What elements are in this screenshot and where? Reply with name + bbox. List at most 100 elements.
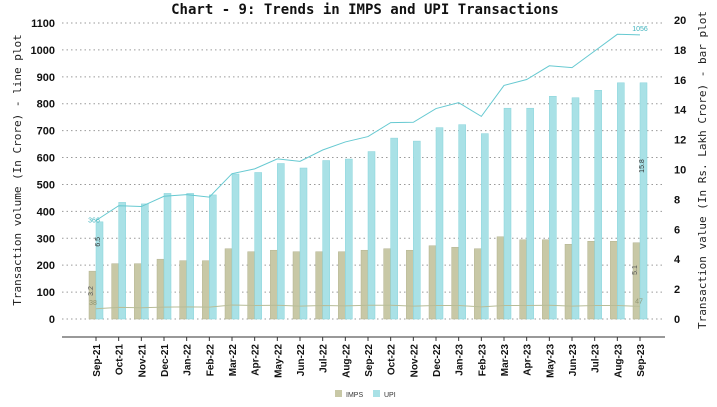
bar-upi (118, 202, 126, 320)
y-right-tick-label: 20 (674, 15, 686, 27)
bar-upi (594, 90, 602, 320)
bars (88, 82, 648, 320)
y-left-tick-label: 600 (37, 153, 55, 165)
y-axis-left-label: Transaction volume (In Crore) - line plo… (11, 34, 24, 306)
x-tick-label: Sep-23 (636, 344, 647, 377)
data-label-imps-line-first: 38 (89, 300, 97, 307)
axes: 0 100 200 300 400 500 600 700 800 900 1000 1100 0 2 4 6… (31, 15, 688, 378)
bar-upi (458, 124, 466, 320)
x-tick-label: Nov-22 (409, 344, 420, 378)
x-tick-label: Sep-21 (92, 344, 103, 377)
line-upi (95, 33, 641, 221)
bar-imps (292, 251, 301, 320)
x-tick-label: May-23 (545, 344, 556, 378)
bar-upi (186, 193, 194, 320)
data-label-upi-bar-last: 15.8 (639, 159, 646, 173)
y-right-tick-label: 0 (674, 314, 680, 326)
bar-imps (542, 239, 550, 320)
bar-imps (496, 236, 505, 320)
x-tick-label: Jan-23 (455, 344, 466, 376)
bar-upi (549, 95, 557, 320)
bar-upi (390, 137, 398, 320)
bar-imps (564, 244, 573, 320)
x-tick-label: Jun-22 (296, 344, 307, 377)
y-right-tick-label: 12 (674, 135, 686, 147)
bar-upi (299, 167, 308, 320)
bar-upi (571, 97, 580, 320)
y-left-tick-label: 0 (49, 314, 55, 326)
data-label-upi-line-first: 366 (88, 218, 100, 225)
bar-imps (315, 251, 323, 320)
x-tick-label: Mar-23 (500, 344, 511, 377)
y-left-tick-label: 700 (37, 126, 55, 138)
line-imps (95, 304, 641, 310)
bar-upi (231, 173, 240, 320)
y-left-tick-label: 400 (37, 206, 55, 218)
y-left-tick-label: 500 (37, 179, 55, 191)
data-label-upi-bar-first: 6.5 (95, 237, 102, 247)
data-label-imps-bar-last: 5.1 (632, 265, 639, 275)
x-tick-label: Sep-22 (364, 344, 375, 377)
bar-imps (156, 258, 165, 320)
bar-imps (632, 242, 641, 320)
x-tick-label: Jun-23 (568, 344, 579, 377)
bar-imps (179, 260, 187, 320)
legend-swatch-upi (373, 390, 380, 397)
bar-imps (247, 251, 255, 320)
y-left-tick-label: 300 (37, 233, 55, 245)
y-right-tick-label: 16 (674, 75, 686, 87)
x-tick-label: Jan-22 (183, 344, 194, 376)
y-right-tick-label: 6 (674, 224, 680, 236)
bar-upi (254, 172, 262, 320)
bar-imps (360, 249, 369, 320)
y-right-tick-label: 18 (674, 45, 686, 57)
bar-imps (111, 263, 119, 320)
y-left-tick-label: 200 (37, 260, 55, 272)
bar-upi (209, 194, 217, 320)
x-tick-label: Oct-21 (115, 344, 126, 376)
x-tick-label: Jul-22 (319, 344, 330, 373)
data-labels: 366 38 3.2 6.5 1056 47 5.1 15.8 (88, 26, 648, 307)
bar-upi (639, 82, 648, 320)
bar-imps (224, 248, 233, 320)
bar-imps (134, 263, 142, 320)
bar-upi (141, 203, 149, 320)
y-left-tick-label: 100 (37, 287, 55, 299)
bar-imps (202, 260, 210, 320)
y-right-tick-label: 2 (674, 284, 680, 296)
bar-upi (322, 160, 330, 320)
legend-swatch-imps (335, 390, 342, 397)
x-tick-label: May-22 (273, 344, 284, 378)
bar-imps (474, 248, 482, 320)
data-label-imps-bar-first: 3.2 (88, 286, 95, 296)
bar-imps (519, 239, 527, 320)
bar-imps (406, 249, 414, 320)
bar-upi (503, 107, 512, 320)
x-tick-label: Oct-22 (387, 344, 398, 376)
bar-imps (338, 251, 346, 320)
y-left-tick-label: 1000 (31, 45, 55, 57)
y-right-tick-label: 8 (674, 194, 680, 206)
bar-imps (383, 248, 391, 320)
data-label-upi-line-last: 1056 (632, 26, 648, 33)
y-right-tick-label: 14 (674, 105, 687, 117)
bar-imps (270, 249, 278, 320)
y-left-tick-label: 800 (37, 99, 55, 111)
x-tick-label: Dec-21 (160, 344, 171, 377)
x-tick-label: Aug-22 (341, 344, 352, 378)
data-label-imps-line-last: 47 (635, 298, 643, 305)
y-left-tick-label: 900 (37, 72, 55, 84)
bar-upi (277, 163, 285, 320)
bar-upi (435, 127, 444, 320)
chart-title: Chart - 9: Trends in IMPS and UPI Transa… (171, 2, 559, 18)
bar-upi (367, 151, 376, 320)
bar-imps (428, 245, 437, 320)
x-tick-label: Feb-22 (205, 344, 216, 377)
bar-upi (481, 133, 489, 320)
legend-label-imps: IMPS (346, 392, 363, 399)
bar-upi (163, 193, 172, 320)
bar-upi (345, 158, 353, 320)
y-right-tick-label: 10 (674, 165, 686, 177)
x-tick-label: Apr-22 (251, 344, 262, 376)
x-tick-label: Feb-23 (477, 344, 488, 377)
